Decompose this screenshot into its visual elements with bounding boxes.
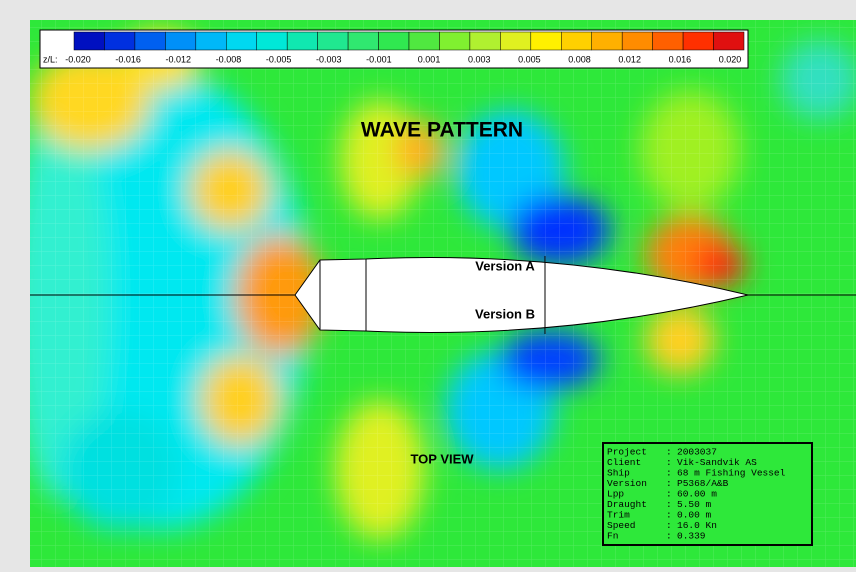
info-separator: : [666,468,672,479]
info-key: Client [607,457,641,468]
colorbar-swatch [500,31,532,51]
colorbar-swatch [165,31,197,51]
colorbar-swatch [561,31,592,51]
colorbar-swatch [408,31,440,51]
info-key: Speed [607,520,636,531]
colorbar-swatch [682,31,714,51]
colorbar-swatch [439,31,471,51]
info-value: 60.00 m [677,489,717,500]
view-label: TOP VIEW [410,451,474,466]
title: WAVE PATTERN [361,119,523,142]
colorbar-swatch [256,31,288,51]
info-separator: : [666,499,672,510]
hull-label: Version A [475,258,535,273]
colorbar-label: 0.005 [518,54,541,64]
colorbar-swatch [226,31,257,51]
colorbar-swatch [195,31,227,51]
info-separator: : [666,510,672,521]
colorbar-label: 0.008 [568,54,591,64]
colorbar-swatch [621,31,653,51]
hull [294,257,749,333]
info-separator: : [666,478,672,489]
colorbar-label: -0.008 [216,54,242,64]
info-value: 2003037 [677,447,717,458]
info-value: 0.339 [677,531,706,542]
colorbar-label: -0.001 [366,54,392,64]
colorbar-swatch [591,31,623,51]
info-key: Lpp [607,489,624,500]
colorbar-swatch [652,31,684,51]
colorbar-label: -0.016 [115,54,141,64]
colorbar-label: -0.020 [65,54,91,64]
info-separator: : [666,489,672,500]
colorbar-swatch [347,31,379,51]
colorbar-swatch [530,31,562,51]
hull-label: Version B [475,306,535,321]
info-separator: : [666,520,672,531]
colorbar-label: 0.020 [719,54,742,64]
info-key: Project [607,447,647,458]
colorbar-swatch [469,31,501,51]
colorbar: z/L: -0.020 -0.016 -0.012 -0.008 -0.005 -0.00… [39,29,749,69]
colorbar-swatch [317,31,349,51]
colorbar-swatch [378,31,410,51]
colorbar-label: 0.001 [418,54,441,64]
info-key: Draught [607,499,647,510]
info-separator: : [666,457,672,468]
colorbar-label: -0.012 [166,54,192,64]
colorbar-swatch [134,31,166,51]
colorbar-swatch [713,31,745,51]
colorbar-label: 0.016 [669,54,692,64]
colorbar-label: 0.012 [618,54,641,64]
colorbar-label: -0.005 [266,54,292,64]
info-value: 16.0 Kn [677,520,717,531]
colorbar-swatch [104,31,136,51]
colorbar-label: -0.003 [316,54,342,64]
info-value: Vik-Sandvik AS [677,457,757,468]
info-frame [602,442,813,546]
info-key: Ship [607,468,630,479]
info-key: Version [607,478,647,489]
colorbar-swatch [73,31,105,51]
info-separator: : [666,531,672,542]
info-value: 0.00 m [677,510,712,521]
colorbar-swatch [286,31,318,51]
colorbar-label: 0.003 [468,54,491,64]
info-separator: : [666,447,672,458]
colorbar-prefix: z/L: [43,54,58,64]
info-key: Trim [607,510,630,521]
info-value: 68 m Fishing Vessel [677,468,786,479]
info-key: Fn [607,531,618,542]
info-value: 5.50 m [677,499,712,510]
info-value: P5368/A&B [677,478,729,489]
